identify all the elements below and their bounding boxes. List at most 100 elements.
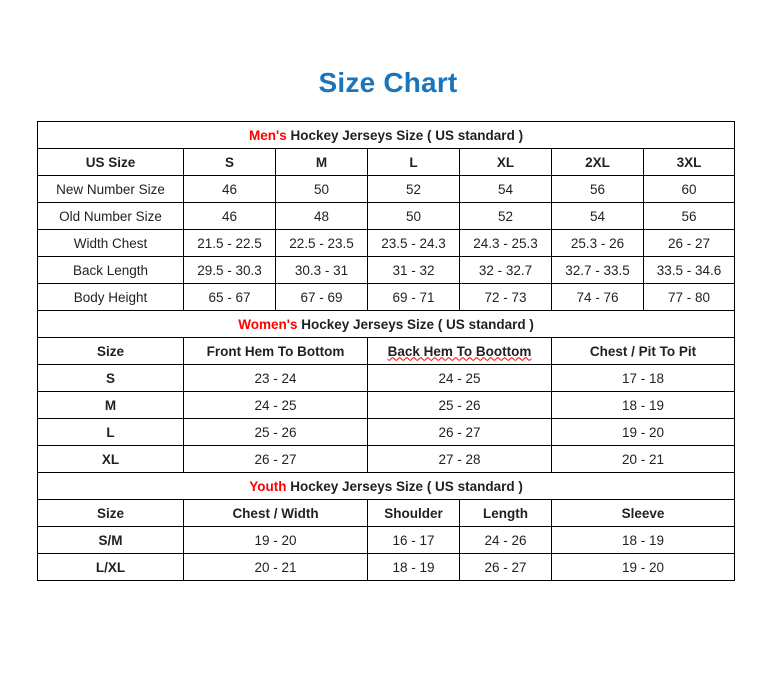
mens-cell: 26 - 27 xyxy=(642,229,736,257)
youth-cell: 26 - 27 xyxy=(459,553,552,581)
womens-cell: 26 - 27 xyxy=(183,445,368,473)
table-row: Old Number Size 46 48 50 52 54 56 xyxy=(37,202,736,230)
womens-cell: 25 - 26 xyxy=(367,391,552,419)
mens-row-label-body-height: Body Height xyxy=(37,283,184,311)
youth-col-head-chest-width: Chest / Width xyxy=(183,499,368,527)
table-row: Width Chest 21.5 - 22.5 22.5 - 23.5 23.5… xyxy=(37,229,736,257)
youth-cell: 24 - 26 xyxy=(459,526,552,554)
youth-cell: 19 - 20 xyxy=(550,553,736,581)
mens-cell: 23.5 - 24.3 xyxy=(367,229,460,257)
mens-cell: 50 xyxy=(367,202,460,230)
youth-col-head-size: Size xyxy=(37,499,184,527)
womens-col-head-back-hem: Back Hem To Boottom xyxy=(367,337,552,365)
mens-cell: 60 xyxy=(642,175,736,203)
mens-cell: 31 - 32 xyxy=(367,256,460,284)
youth-col-head-sleeve: Sleeve xyxy=(550,499,736,527)
youth-col-head-shoulder: Shoulder xyxy=(367,499,460,527)
mens-row-label-old-number-size: Old Number Size xyxy=(37,202,184,230)
mens-cell: 69 - 71 xyxy=(367,283,460,311)
youth-section-header-row: Youth Hockey Jerseys Size ( US standard … xyxy=(36,472,736,500)
youth-heading-accent: Youth xyxy=(249,478,287,494)
mens-cell: 32 - 32.7 xyxy=(459,256,552,284)
table-row: S 23 - 24 24 - 25 17 - 18 xyxy=(37,364,736,392)
mens-cell: 52 xyxy=(367,175,460,203)
mens-cell: 29.5 - 30.3 xyxy=(183,256,276,284)
mens-cell: 54 xyxy=(459,175,552,203)
womens-cell: 26 - 27 xyxy=(367,418,552,446)
mens-col-head-2xl: 2XL xyxy=(551,148,644,176)
mens-cell: 65 - 67 xyxy=(183,283,276,311)
womens-row-label-l: L xyxy=(37,418,184,446)
mens-cell: 24.3 - 25.3 xyxy=(459,229,552,257)
mens-column-header-row: US Size S M L XL 2XL 3XL xyxy=(37,148,736,176)
mens-heading-rest: Hockey Jerseys Size ( US standard ) xyxy=(286,127,524,143)
mens-cell: 48 xyxy=(275,202,368,230)
mens-cell: 32.7 - 33.5 xyxy=(551,256,644,284)
page-title: Size Chart xyxy=(318,67,458,98)
womens-cell: 18 - 19 xyxy=(550,391,736,419)
womens-heading-rest: Hockey Jerseys Size ( US standard ) xyxy=(297,316,534,332)
youth-cell: 18 - 19 xyxy=(550,526,736,554)
mens-cell: 50 xyxy=(275,175,368,203)
womens-cell: 27 - 28 xyxy=(367,445,552,473)
mens-cell: 46 xyxy=(183,175,276,203)
youth-cell: 19 - 20 xyxy=(183,526,368,554)
mens-section-header-row: Men's Hockey Jerseys Size ( US standard … xyxy=(36,121,736,149)
mens-cell: 56 xyxy=(551,175,644,203)
womens-cell: 20 - 21 xyxy=(550,445,736,473)
size-chart-container: Men's Hockey Jerseys Size ( US standard … xyxy=(36,121,736,581)
mens-cell: 22.5 - 23.5 xyxy=(275,229,368,257)
womens-section-header-row: Women's Hockey Jerseys Size ( US standar… xyxy=(36,310,736,338)
youth-row-label-lxl: L/XL xyxy=(37,553,184,581)
mens-cell: 72 - 73 xyxy=(459,283,552,311)
womens-section-heading: Women's Hockey Jerseys Size ( US standar… xyxy=(36,310,736,338)
mens-heading-accent: Men's xyxy=(248,127,287,143)
womens-row-label-s: S xyxy=(37,364,184,392)
womens-row-label-xl: XL xyxy=(37,445,184,473)
womens-cell: 23 - 24 xyxy=(183,364,368,392)
youth-section-heading: Youth Hockey Jerseys Size ( US standard … xyxy=(36,472,736,500)
womens-heading-accent: Women's xyxy=(238,316,298,332)
mens-section-heading: Men's Hockey Jerseys Size ( US standard … xyxy=(36,121,736,149)
mens-cell: 30.3 - 31 xyxy=(275,256,368,284)
mens-cell: 67 - 69 xyxy=(275,283,368,311)
mens-cell: 52 xyxy=(459,202,552,230)
womens-col-head-front-hem: Front Hem To Bottom xyxy=(183,337,368,365)
mens-row-label-back-length: Back Length xyxy=(37,256,184,284)
table-row: Body Height 65 - 67 67 - 69 69 - 71 72 -… xyxy=(37,283,736,311)
mens-col-head-l: L xyxy=(367,148,460,176)
womens-cell: 25 - 26 xyxy=(183,418,368,446)
size-chart-table: Men's Hockey Jerseys Size ( US standard … xyxy=(36,121,736,581)
youth-col-head-length: Length xyxy=(459,499,552,527)
table-row: M 24 - 25 25 - 26 18 - 19 xyxy=(37,391,736,419)
mens-cell: 25.3 - 26 xyxy=(551,229,644,257)
mens-cell: 74 - 76 xyxy=(551,283,644,311)
mens-col-head-m: M xyxy=(275,148,368,176)
mens-cell: 56 xyxy=(642,202,736,230)
mens-cell: 21.5 - 22.5 xyxy=(183,229,276,257)
table-row: L 25 - 26 26 - 27 19 - 20 xyxy=(37,418,736,446)
table-row: L/XL 20 - 21 18 - 19 26 - 27 19 - 20 xyxy=(37,553,736,581)
mens-col-head-us-size: US Size xyxy=(37,148,184,176)
womens-col-head-chest-pit: Chest / Pit To Pit xyxy=(550,337,736,365)
mens-cell: 54 xyxy=(551,202,644,230)
womens-cell: 24 - 25 xyxy=(367,364,552,392)
mens-row-label-width-chest: Width Chest xyxy=(37,229,184,257)
womens-cell: 17 - 18 xyxy=(550,364,736,392)
mens-col-head-xl: XL xyxy=(459,148,552,176)
mens-cell: 46 xyxy=(183,202,276,230)
womens-column-header-row: Size Front Hem To Bottom Back Hem To Boo… xyxy=(37,337,736,365)
womens-cell: 24 - 25 xyxy=(183,391,368,419)
table-row: S/M 19 - 20 16 - 17 24 - 26 18 - 19 xyxy=(37,526,736,554)
table-row: New Number Size 46 50 52 54 56 60 xyxy=(37,175,736,203)
youth-cell: 20 - 21 xyxy=(183,553,368,581)
mens-col-head-3xl: 3XL xyxy=(642,148,736,176)
womens-cell: 19 - 20 xyxy=(550,418,736,446)
womens-col-head-back-hem-text: Back Hem To Boottom xyxy=(387,343,532,359)
table-row: Back Length 29.5 - 30.3 30.3 - 31 31 - 3… xyxy=(37,256,736,284)
youth-row-label-sm: S/M xyxy=(37,526,184,554)
mens-col-head-s: S xyxy=(183,148,276,176)
mens-cell: 33.5 - 34.6 xyxy=(642,256,736,284)
youth-cell: 18 - 19 xyxy=(367,553,460,581)
